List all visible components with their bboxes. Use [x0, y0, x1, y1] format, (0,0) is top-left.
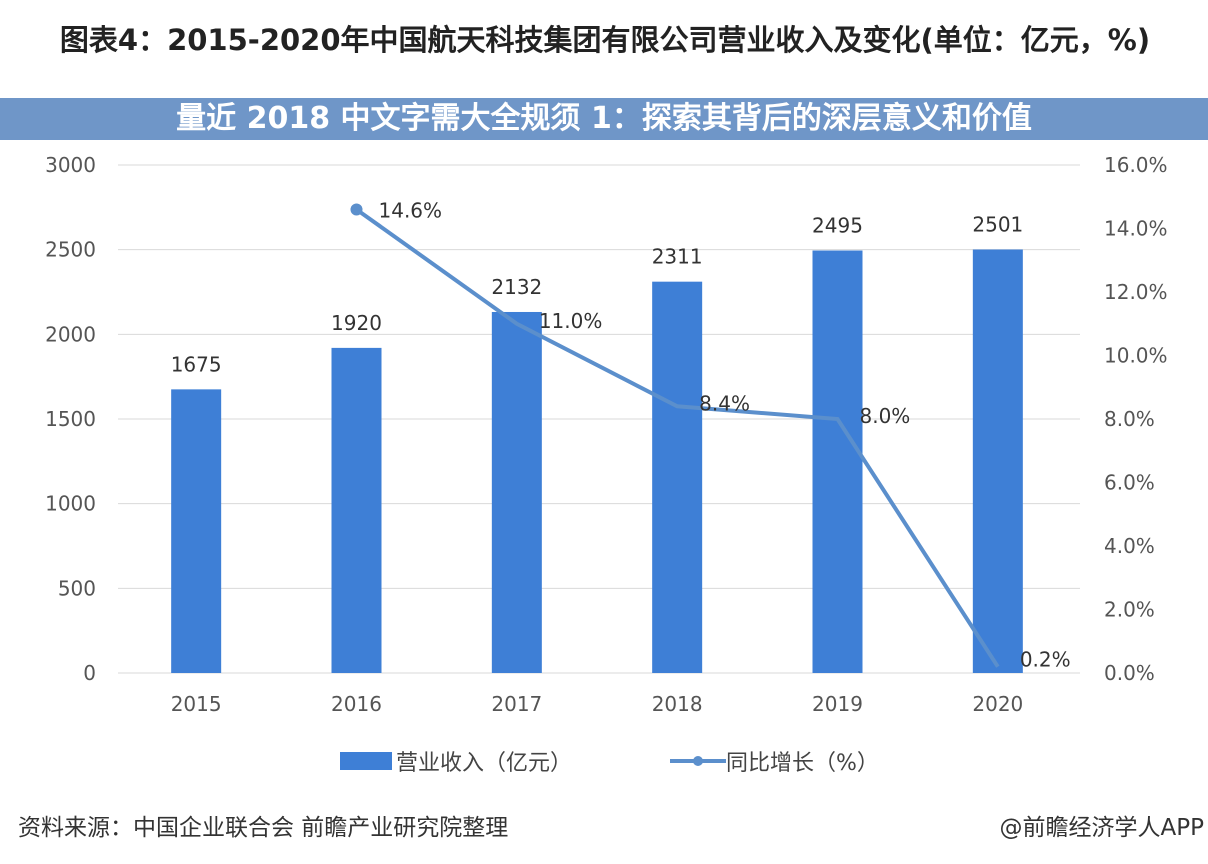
- left-tick-label: 2000: [45, 322, 96, 346]
- right-tick-label: 10.0%: [1104, 344, 1168, 368]
- source-note: 资料来源：中国企业联合会 前瞻产业研究院整理: [18, 815, 509, 841]
- x-tick-label: 2015: [171, 692, 222, 716]
- left-tick-label: 500: [58, 576, 96, 600]
- bar-2016: [331, 347, 382, 673]
- bar-2020: [972, 249, 1023, 674]
- overlay-banner: 量近 2018 中文字需大全规须 1：探索其背后的深层意义和价值: [0, 98, 1208, 140]
- x-tick-label: 2016: [331, 692, 382, 716]
- left-tick-label: 2500: [45, 238, 96, 262]
- legend-bar-swatch: [340, 752, 392, 770]
- x-tick-label: 2017: [491, 692, 542, 716]
- left-tick-label: 0: [83, 661, 96, 685]
- growth-label: 8.0%: [860, 404, 911, 428]
- x-tick-label: 2019: [812, 692, 863, 716]
- growth-line: [355, 207, 1000, 668]
- growth-point: [350, 203, 363, 216]
- bar-label: 2501: [972, 212, 1023, 236]
- right-tick-label: 16.0%: [1104, 153, 1168, 177]
- right-tick-label: 0.0%: [1104, 661, 1155, 685]
- right-tick-label: 4.0%: [1104, 534, 1155, 558]
- bar-2019: [812, 250, 863, 673]
- bar-label: 2495: [812, 214, 863, 238]
- right-tick-label: 2.0%: [1104, 598, 1155, 622]
- growth-label: 14.6%: [379, 198, 443, 222]
- bar-label: 1675: [171, 352, 222, 376]
- right-tick-label: 6.0%: [1104, 471, 1155, 495]
- growth-label: 0.2%: [1020, 648, 1071, 672]
- chart-title: 图表4：2015-2020年中国航天科技集团有限公司营业收入及变化(单位：亿元，…: [59, 23, 1151, 57]
- x-tick-label: 2018: [652, 692, 703, 716]
- right-tick-label: 12.0%: [1104, 280, 1168, 304]
- legend-label: 同比增长（%）: [726, 751, 879, 776]
- bar-2017: [491, 311, 542, 673]
- legend-label: 营业收入（亿元）: [396, 751, 573, 776]
- bar-label: 1920: [331, 311, 382, 335]
- bar-label: 2311: [652, 245, 703, 269]
- right-tick-label: 14.0%: [1104, 217, 1168, 241]
- bar-label: 2132: [491, 275, 542, 299]
- brand-credit: @前瞻经济学人APP: [999, 815, 1204, 841]
- growth-label: 11.0%: [539, 309, 603, 333]
- legend-line-swatch: [670, 756, 726, 766]
- growth-label: 8.4%: [699, 391, 750, 415]
- x-tick-label: 2020: [972, 692, 1023, 716]
- legend-item-growth: 同比增长（%）: [670, 745, 879, 777]
- left-tick-label: 1500: [45, 407, 96, 431]
- bar-2015: [171, 389, 222, 673]
- legend-item-revenue: 营业收入（亿元）: [340, 745, 572, 777]
- right-tick-label: 8.0%: [1104, 407, 1155, 431]
- left-tick-label: 3000: [45, 153, 96, 177]
- bar-2018: [652, 281, 703, 673]
- left-tick-label: 1000: [45, 492, 96, 516]
